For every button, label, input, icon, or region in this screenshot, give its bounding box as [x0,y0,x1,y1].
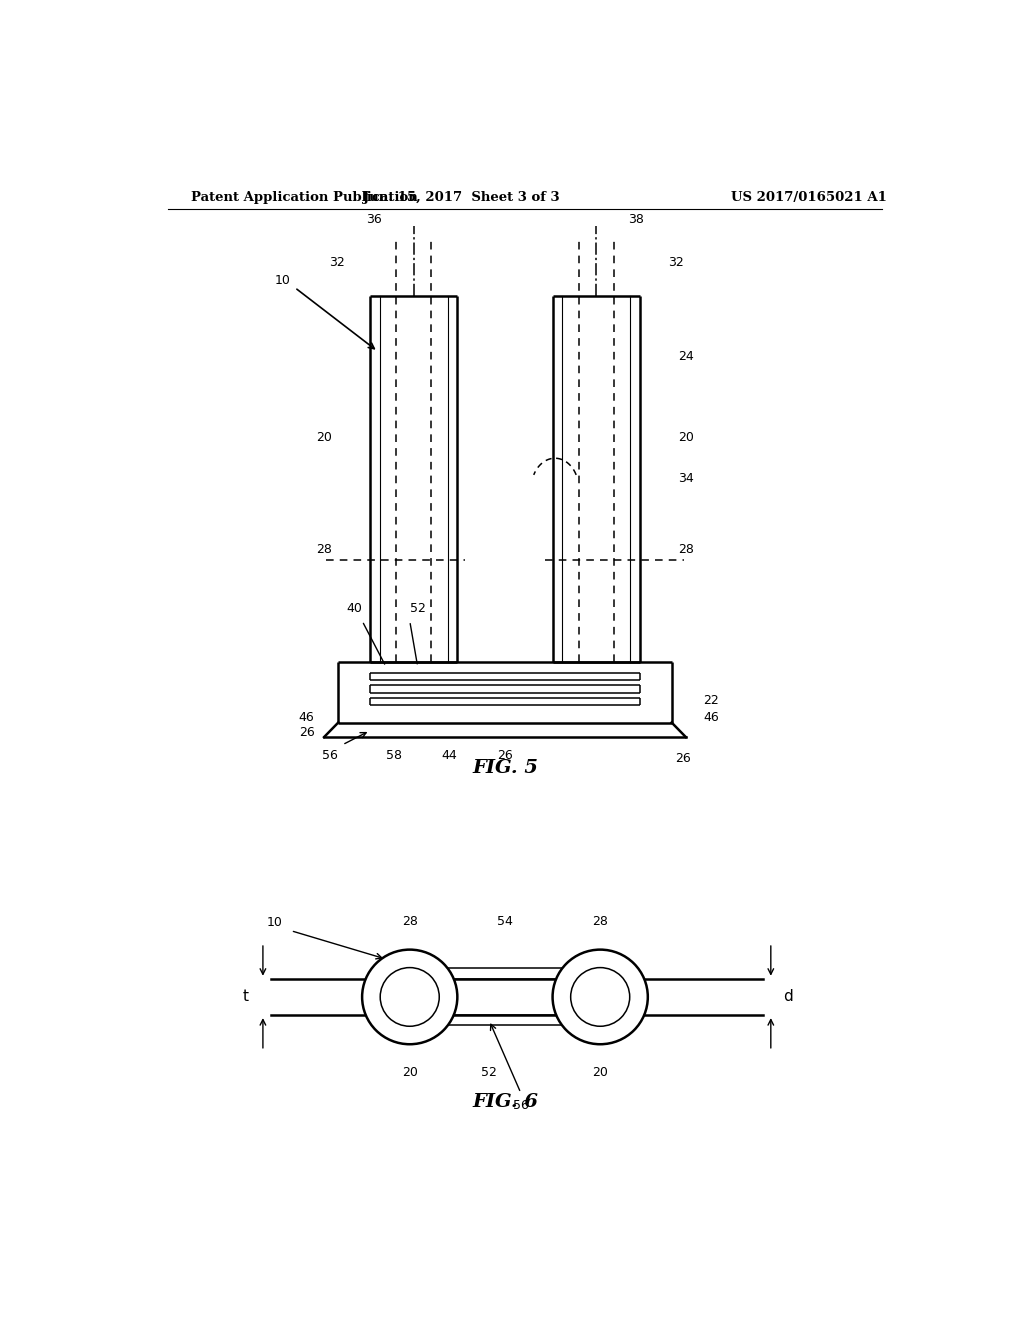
Text: 40: 40 [346,602,362,615]
Text: 20: 20 [678,432,694,445]
Text: 34: 34 [678,473,693,484]
Text: FIG. 5: FIG. 5 [472,759,538,777]
Text: d: d [783,990,794,1005]
Text: 32: 32 [329,256,345,268]
Text: 24: 24 [678,350,693,363]
Text: 44: 44 [441,748,458,762]
Text: 20: 20 [316,432,332,445]
Text: 38: 38 [628,213,644,226]
Text: 58: 58 [386,748,401,762]
Text: 46: 46 [299,711,314,723]
Text: 28: 28 [401,915,418,928]
Text: 54: 54 [497,915,513,928]
Text: FIG. 6: FIG. 6 [472,1093,538,1110]
Text: 52: 52 [481,1067,497,1080]
Text: 28: 28 [316,544,332,556]
Text: 52: 52 [410,602,426,615]
Text: Patent Application Publication: Patent Application Publication [191,190,418,203]
Text: US 2017/0165021 A1: US 2017/0165021 A1 [731,190,887,203]
Text: 10: 10 [267,916,283,929]
Text: 32: 32 [668,256,683,268]
Text: 56: 56 [323,748,338,762]
Text: 10: 10 [274,273,291,286]
Text: 20: 20 [401,1067,418,1080]
Text: 22: 22 [703,693,719,706]
Text: Jun. 15, 2017  Sheet 3 of 3: Jun. 15, 2017 Sheet 3 of 3 [362,190,560,203]
Text: 46: 46 [703,711,719,723]
Text: 20: 20 [592,1067,608,1080]
Text: 28: 28 [678,544,694,556]
Text: 56: 56 [513,1098,528,1111]
Text: 26: 26 [497,748,513,762]
Text: t: t [243,990,249,1005]
Text: 26: 26 [299,726,314,739]
Ellipse shape [362,949,458,1044]
Text: 36: 36 [367,213,382,226]
Text: 26: 26 [676,751,691,764]
Ellipse shape [553,949,648,1044]
Text: 28: 28 [592,915,608,928]
